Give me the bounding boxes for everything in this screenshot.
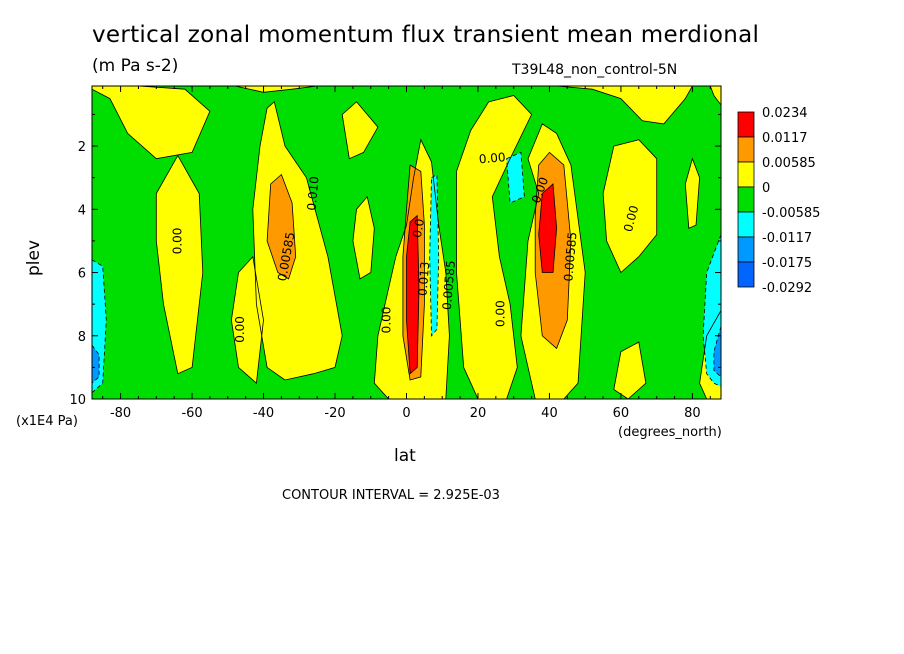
x-tick-label: -20: [324, 406, 345, 421]
x-tick-label: 60: [613, 406, 630, 421]
contour-line: [613, 341, 647, 399]
contour-line: [702, 234, 721, 387]
contour-line: [520, 123, 586, 399]
legend-swatch: [737, 186, 755, 213]
contour-line: [456, 95, 533, 399]
contour-region-yellow: [603, 139, 657, 273]
contour-region-yellow: [235, 86, 318, 93]
contour-line: [230, 255, 264, 385]
y-axis-ticks: 2 4 6 8 10: [69, 113, 721, 408]
contour-region-yellow: [613, 342, 646, 399]
contour-region-red: [538, 184, 557, 273]
y-tick-label: 10: [69, 393, 86, 408]
contour-region-yellow: [710, 86, 721, 105]
x-tick-label: -60: [181, 406, 202, 421]
legend-swatch: [737, 261, 755, 288]
legend-swatch: [737, 111, 755, 138]
contour-region-yellow: [252, 101, 343, 381]
contour-value-label: 0.00585: [561, 231, 579, 282]
x-axis-label: lat: [394, 446, 416, 466]
contour-line: [556, 86, 693, 125]
contour-line: [402, 164, 425, 381]
contour-value-label: 0.00: [621, 204, 641, 233]
contour-value-label: 0.00: [379, 307, 393, 334]
contour-region-cyan: [506, 152, 525, 203]
x-tick-label: -40: [253, 406, 274, 421]
contour-region-cyan: [429, 174, 439, 336]
contour-line: [373, 138, 450, 399]
legend-swatch: [737, 236, 755, 263]
contour-line: [602, 139, 658, 274]
contour-line: [155, 154, 204, 375]
x-tick-label: 40: [541, 406, 558, 421]
color-legend: 0.0234 0.0117 0.00585 0 -0.00585 -0.0117 -0.01…: [737, 106, 820, 296]
contour-interval-text: CONTOUR INTERVAL = 2.925E-03: [282, 488, 500, 503]
y-tick-label: 2: [78, 140, 86, 155]
contour-line: [92, 344, 100, 384]
x-tick-label: 20: [470, 406, 487, 421]
contour-value-label: 0.013: [415, 261, 432, 296]
contour-region-yellow: [456, 95, 532, 399]
legend-swatch: [737, 136, 755, 163]
legend-label: -0.0292: [762, 281, 812, 296]
filled-contour-regions: [92, 86, 721, 399]
contour-line: [429, 173, 440, 337]
contour-line: [709, 86, 721, 106]
y-axis-unit-label: (x1E4 Pa): [16, 414, 78, 429]
contour-region-yellow: [156, 155, 203, 374]
contour-region-blue: [713, 326, 721, 377]
contour-line: [266, 173, 297, 280]
contour-value-label: 0.00: [494, 300, 508, 327]
contour-lines: [92, 86, 721, 399]
contour-region-yellow: [352, 196, 375, 279]
contour-value-label: 0.00: [233, 316, 247, 343]
x-tick-label: 80: [684, 406, 701, 421]
contour-line: [341, 101, 379, 160]
contour-value-label: 0.00: [478, 150, 506, 166]
contour-line: [406, 214, 420, 375]
contour-value-label: 0.010: [305, 176, 322, 211]
contour-region-blue: [92, 345, 100, 384]
legend-swatch: [737, 211, 755, 238]
x-axis-ticks: -80 -60 -40 -20 0 20 40 60 80: [102, 86, 711, 421]
contour-region-yellow: [685, 158, 700, 229]
chart-title: vertical zonal momentum flux transient m…: [92, 22, 760, 48]
x-tick-label: 0: [402, 406, 410, 421]
contour-line: [684, 157, 701, 229]
x-axis-unit-label: (degrees_north): [618, 425, 722, 440]
y-tick-label: 8: [78, 330, 86, 345]
contour-line: [92, 86, 211, 160]
y-tick-label: 4: [78, 203, 86, 218]
contour-line: [534, 151, 572, 350]
contour-line: [699, 309, 721, 399]
contour-region-red: [406, 215, 419, 374]
legend-label: -0.0175: [762, 256, 812, 271]
legend-label: 0.0234: [762, 106, 808, 121]
legend-label: -0.0117: [762, 231, 812, 246]
dataset-label: T39L48_non_control-5N: [512, 62, 678, 78]
legend-label: 0.00585: [762, 156, 816, 171]
contour-value-label: 0.0: [410, 218, 427, 239]
contour-line: [506, 151, 525, 204]
legend-label: -0.00585: [762, 206, 820, 221]
contour-value-label: 0.00: [170, 228, 184, 255]
contour-line: [538, 183, 558, 273]
y-tick-label: 6: [78, 267, 86, 282]
contour-region-orange: [267, 174, 296, 279]
contour-region-yellow: [342, 101, 378, 159]
contour-region-yellow: [556, 86, 693, 124]
legend-swatch: [737, 161, 755, 188]
contour-line: [92, 259, 107, 394]
contour-line: [352, 195, 375, 280]
chart-units: (m Pa s-2): [92, 56, 179, 76]
x-tick-label: -80: [110, 406, 131, 421]
contour-line: [252, 101, 343, 381]
contour-line: [234, 86, 318, 93]
contour-value-label: 0.00585: [440, 260, 458, 311]
legend-label: 0.0117: [762, 131, 808, 146]
legend-label: 0: [762, 181, 770, 196]
contour-region-yellow: [92, 86, 210, 159]
contour-line: [713, 326, 721, 378]
